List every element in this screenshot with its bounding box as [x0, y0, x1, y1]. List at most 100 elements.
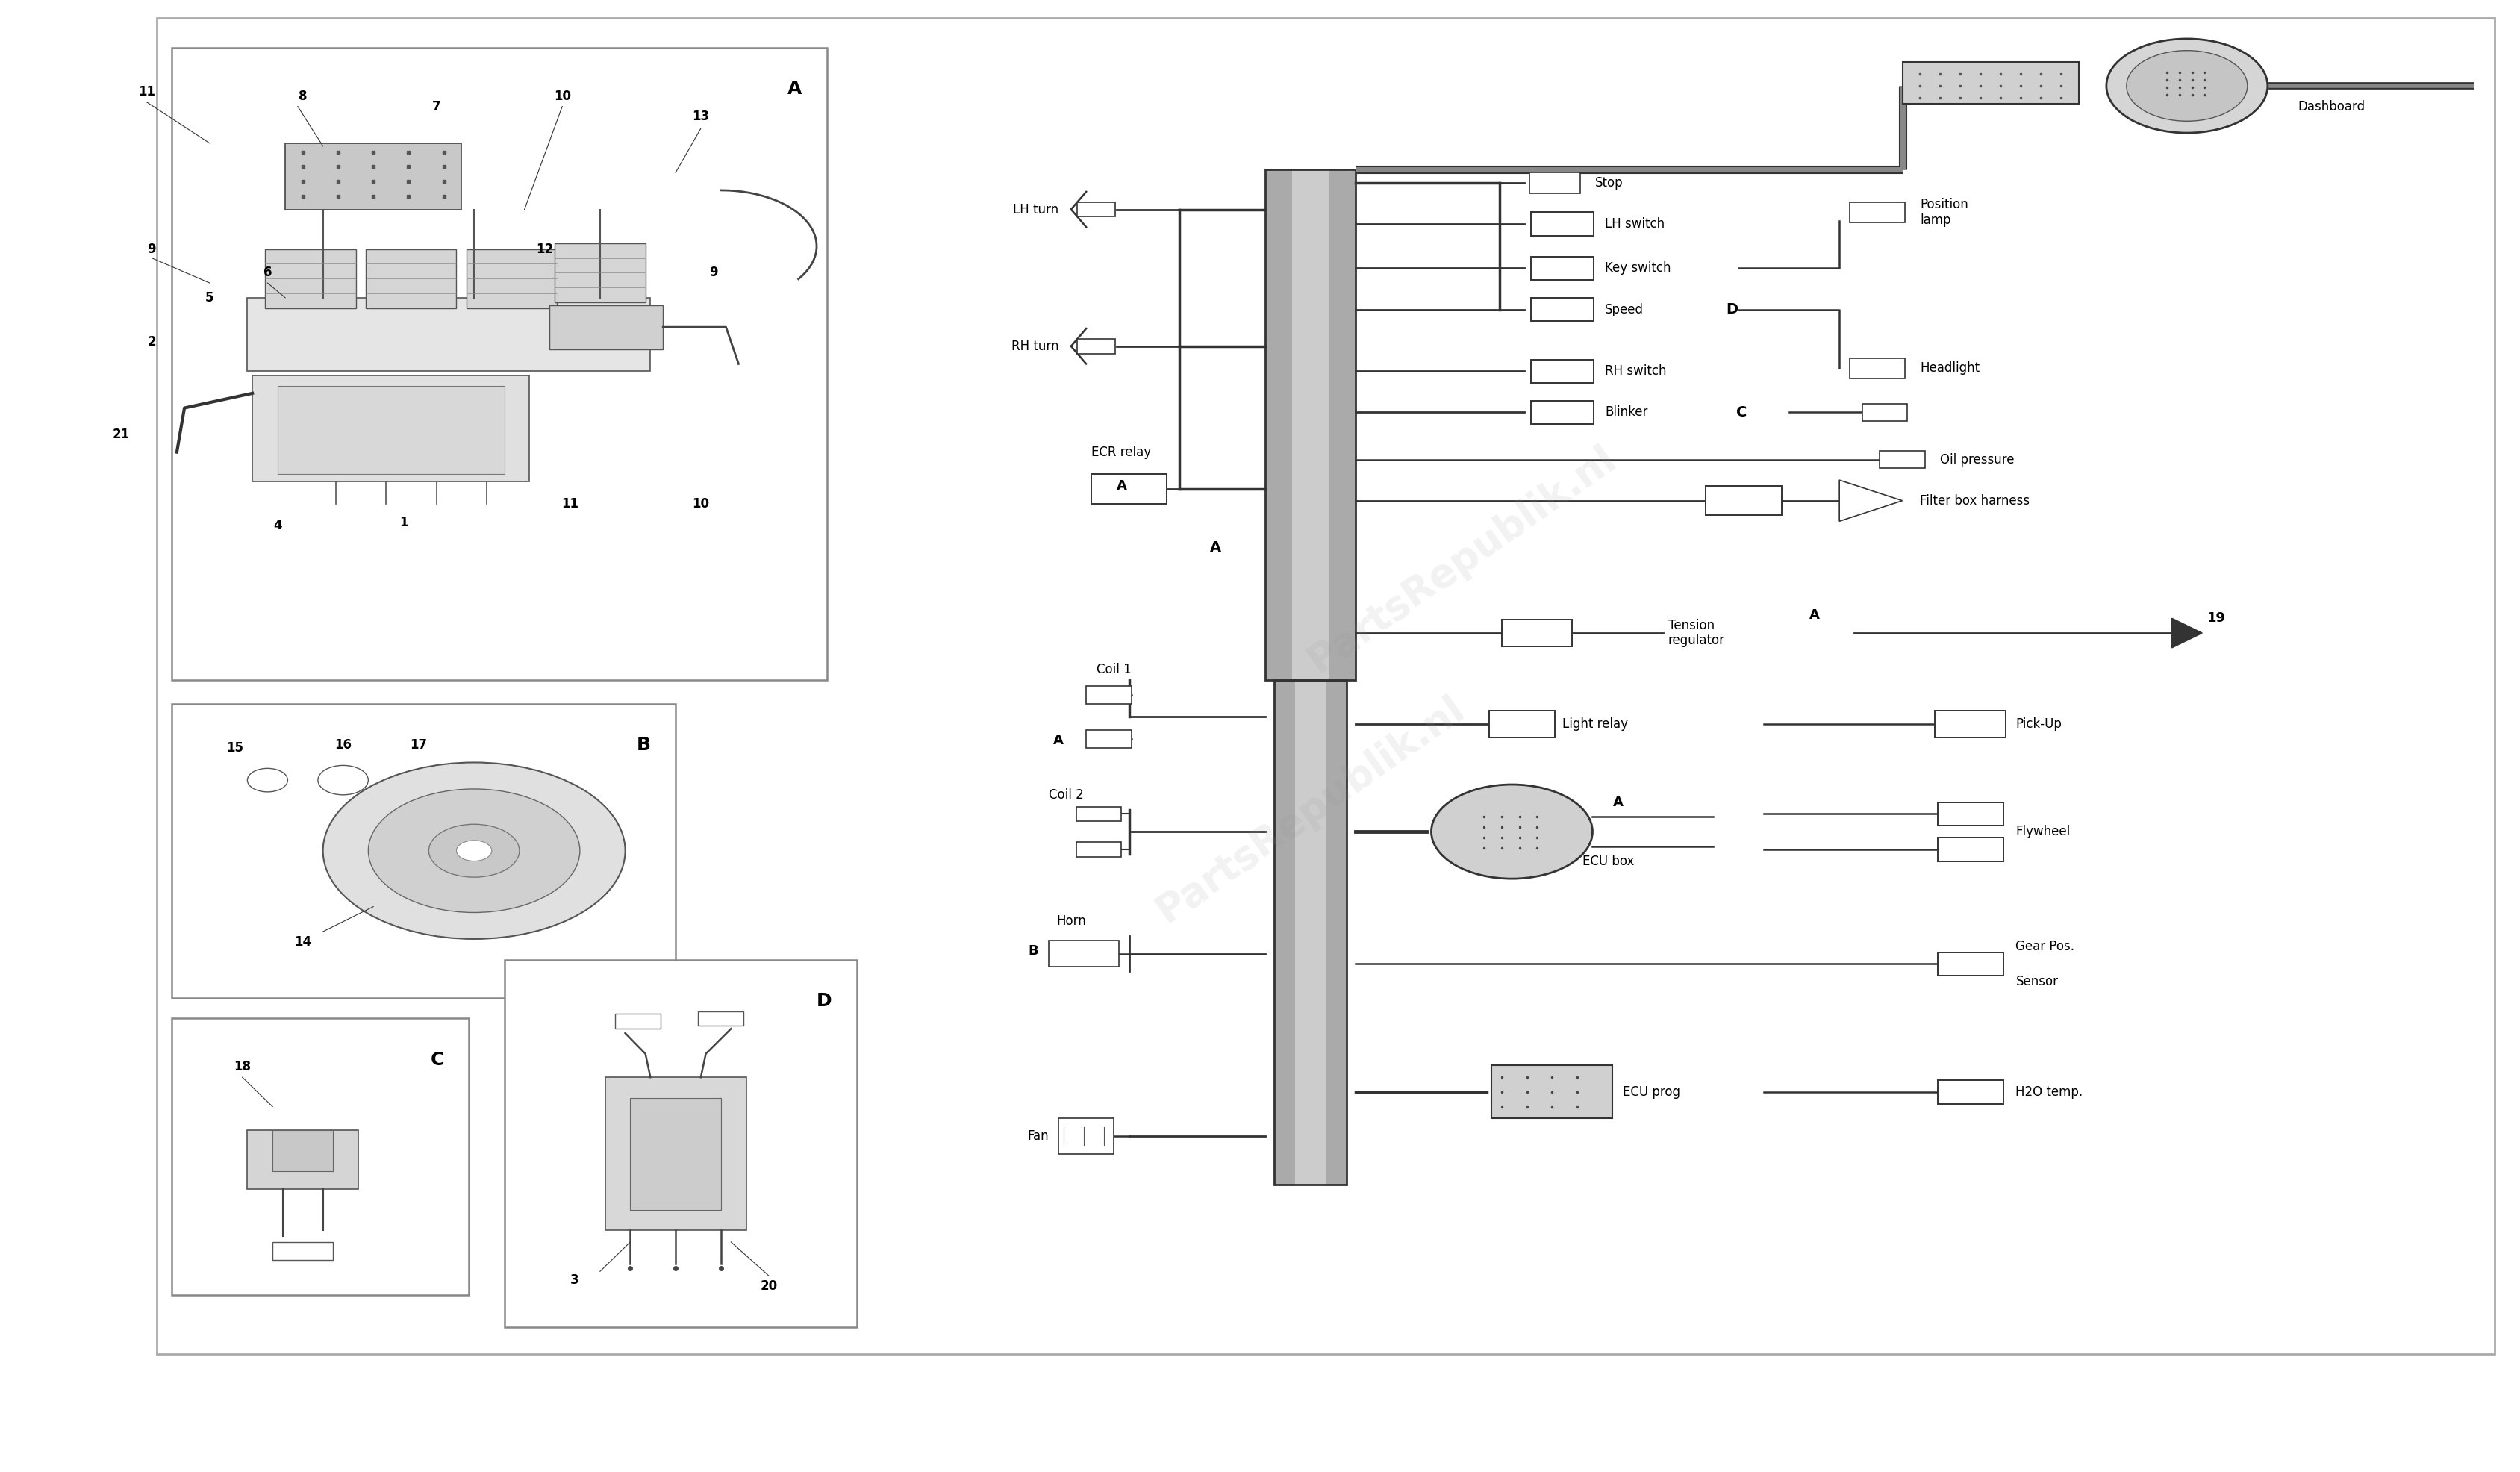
Circle shape: [1431, 785, 1593, 879]
Bar: [1706, 486, 1782, 515]
Text: Filter box harness: Filter box harness: [1920, 495, 2029, 508]
Text: Flywheel: Flywheel: [2016, 824, 2071, 839]
Text: A: A: [1210, 540, 1220, 555]
Circle shape: [456, 841, 491, 861]
Text: Gear Pos.: Gear Pos.: [2016, 939, 2074, 952]
Text: Position
lamp: Position lamp: [1920, 197, 1968, 227]
Text: Blinker: Blinker: [1605, 406, 1648, 420]
Text: 1: 1: [398, 517, 408, 530]
Circle shape: [428, 824, 519, 877]
Bar: [1275, 680, 1346, 1185]
Text: LH switch: LH switch: [1605, 218, 1666, 231]
Bar: [1880, 450, 1925, 468]
Text: 16: 16: [335, 737, 353, 752]
Text: 4: 4: [272, 520, 282, 533]
Bar: [252, 375, 529, 481]
Text: 11: 11: [562, 498, 580, 511]
Circle shape: [323, 762, 625, 939]
Bar: [171, 47, 827, 680]
Bar: [1938, 838, 2003, 861]
Bar: [1903, 62, 2079, 103]
Bar: [1086, 686, 1131, 704]
Bar: [1502, 620, 1572, 646]
Bar: [615, 1014, 660, 1029]
Text: D: D: [816, 992, 832, 1010]
Bar: [1079, 202, 1116, 216]
Bar: [630, 1098, 721, 1210]
Text: A: A: [1116, 480, 1126, 493]
Text: H2O temp.: H2O temp.: [2016, 1085, 2084, 1098]
Text: LH turn: LH turn: [1013, 203, 1058, 216]
Text: D: D: [1726, 302, 1739, 316]
Bar: [1862, 403, 1908, 421]
Text: 10: 10: [693, 498, 708, 511]
Text: 9: 9: [708, 266, 718, 280]
Bar: [549, 305, 663, 349]
Circle shape: [2107, 38, 2268, 132]
Text: RH turn: RH turn: [1011, 340, 1058, 353]
Bar: [554, 243, 645, 302]
Text: 18: 18: [234, 1060, 252, 1073]
Bar: [1938, 802, 2003, 826]
Bar: [1265, 169, 1356, 680]
Bar: [265, 249, 355, 308]
Bar: [1530, 172, 1580, 193]
Text: Key switch: Key switch: [1605, 262, 1671, 275]
Bar: [466, 249, 557, 308]
Bar: [1935, 711, 2006, 737]
Bar: [1275, 680, 1346, 1185]
Text: 3: 3: [570, 1273, 580, 1287]
Text: Coil 1: Coil 1: [1096, 662, 1131, 677]
Bar: [1265, 169, 1356, 680]
Bar: [1530, 359, 1593, 383]
Bar: [277, 386, 504, 474]
Text: A: A: [786, 79, 801, 97]
Text: RH switch: RH switch: [1605, 365, 1666, 378]
Text: Coil 2: Coil 2: [1048, 788, 1084, 802]
Bar: [1530, 400, 1593, 424]
Bar: [1079, 339, 1116, 353]
Bar: [1489, 711, 1555, 737]
Text: 17: 17: [411, 737, 428, 752]
Text: C: C: [431, 1051, 444, 1069]
Text: 13: 13: [693, 110, 711, 124]
Bar: [1048, 941, 1119, 967]
Text: B: B: [635, 736, 650, 754]
Circle shape: [318, 765, 368, 795]
Bar: [1492, 1066, 1613, 1119]
Text: 21: 21: [113, 428, 131, 442]
Text: C: C: [1736, 405, 1746, 420]
Bar: [247, 297, 650, 371]
Bar: [698, 1011, 743, 1026]
Text: ECU prog: ECU prog: [1623, 1085, 1681, 1098]
Bar: [1076, 842, 1121, 857]
Text: 11: 11: [139, 85, 156, 99]
Bar: [1086, 730, 1131, 748]
Text: Speed: Speed: [1605, 303, 1643, 316]
Text: ECU box: ECU box: [1583, 854, 1633, 868]
Circle shape: [368, 789, 580, 913]
Bar: [272, 1242, 333, 1260]
Text: Sensor: Sensor: [2016, 974, 2059, 988]
Text: ECR relay: ECR relay: [1091, 446, 1152, 459]
Text: 12: 12: [537, 243, 554, 256]
Text: Tension
regulator: Tension regulator: [1668, 618, 1724, 648]
Text: 7: 7: [431, 100, 441, 113]
Bar: [1530, 297, 1593, 321]
Bar: [1076, 807, 1121, 821]
Text: 9: 9: [146, 243, 156, 256]
Bar: [1938, 952, 2003, 976]
Text: Fan: Fan: [1028, 1129, 1048, 1142]
Bar: [1530, 256, 1593, 280]
Bar: [1530, 212, 1593, 236]
Text: 14: 14: [295, 935, 312, 948]
Text: 2: 2: [146, 336, 156, 349]
Text: 8: 8: [297, 90, 307, 103]
Bar: [605, 1078, 746, 1231]
Text: 19: 19: [2208, 611, 2225, 626]
Text: 6: 6: [262, 266, 272, 280]
Bar: [272, 1130, 333, 1172]
Text: Headlight: Headlight: [1920, 362, 1981, 375]
Text: Light relay: Light relay: [1562, 717, 1628, 732]
Bar: [365, 249, 456, 308]
